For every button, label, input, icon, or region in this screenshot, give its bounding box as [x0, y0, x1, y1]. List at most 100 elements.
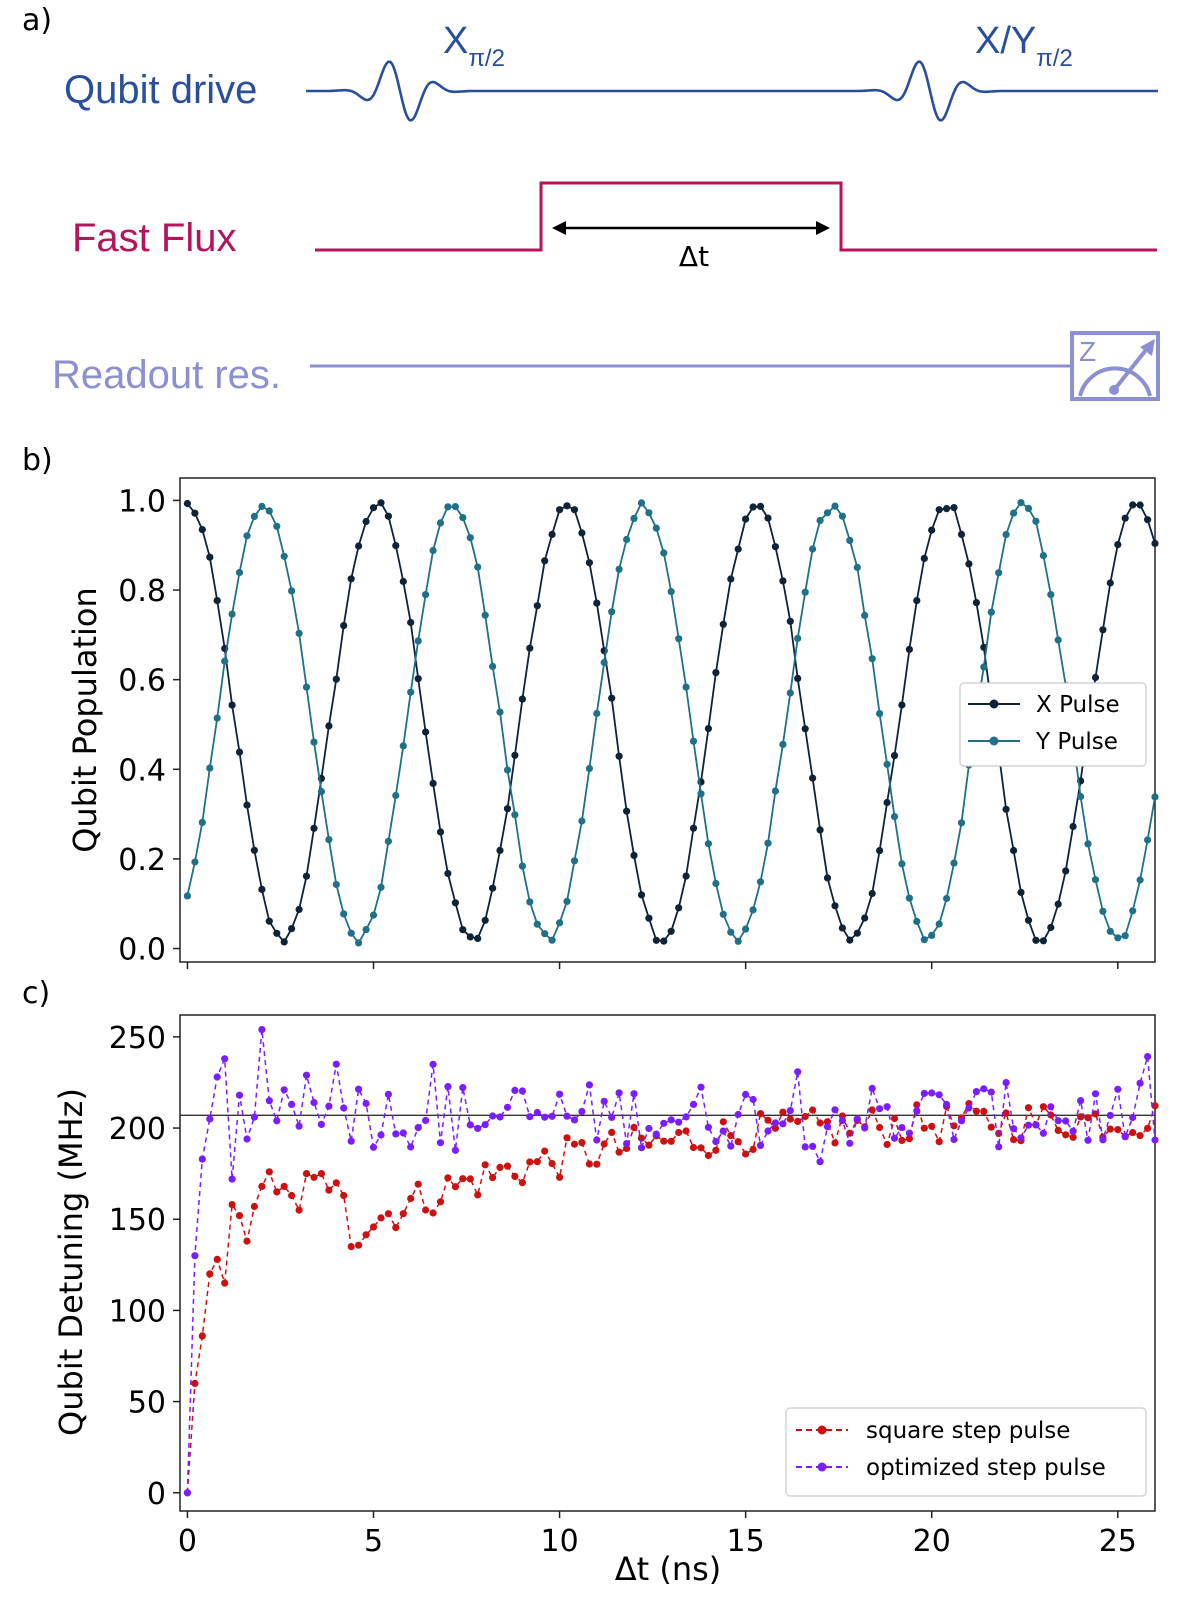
data-point: [876, 1123, 884, 1132]
data-point: [868, 1106, 876, 1114]
data-point: [556, 1173, 564, 1181]
data-point: [235, 1091, 244, 1099]
data-point: [809, 1106, 817, 1114]
data-point: [608, 1128, 616, 1136]
data-point: [637, 499, 646, 507]
data-point: [548, 1112, 556, 1120]
data-point: [451, 899, 459, 907]
data-point: [749, 503, 757, 511]
data-point: [288, 1100, 296, 1108]
data-point: [436, 1198, 445, 1206]
data-point: [250, 512, 258, 521]
data-point: [317, 1120, 325, 1128]
data-point: [474, 1124, 482, 1132]
data-point: [1121, 1133, 1129, 1141]
data-point: [1002, 531, 1010, 539]
data-point: [325, 722, 333, 730]
data-point: [1091, 1090, 1100, 1098]
data-point: [794, 634, 802, 643]
data-point: [1129, 1113, 1137, 1122]
data-point: [615, 752, 623, 760]
plot-c-y-tick-label: 100: [109, 1294, 166, 1329]
data-point: [890, 1114, 899, 1123]
data-point: [890, 813, 899, 821]
data-point: [384, 1210, 392, 1218]
data-point: [384, 512, 392, 520]
data-point: [675, 1128, 683, 1137]
data-point: [302, 1071, 311, 1079]
data-point: [667, 1137, 675, 1145]
data-point: [228, 701, 236, 709]
data-point: [221, 1055, 229, 1063]
data-point: [436, 1139, 445, 1147]
data-point: [1136, 876, 1144, 884]
data-point: [392, 1224, 400, 1232]
data-point: [235, 1212, 244, 1220]
data-point: [585, 1081, 594, 1089]
data-point: [362, 517, 370, 526]
data-point: [548, 936, 556, 944]
data-point: [623, 535, 631, 544]
data-point: [972, 1088, 981, 1096]
data-point: [675, 635, 683, 643]
data-point: [786, 1107, 794, 1115]
data-point: [533, 920, 541, 928]
plot-c-x-tick-label: 5: [364, 1524, 383, 1559]
data-point: [593, 1160, 601, 1168]
data-point: [273, 522, 281, 530]
data-point: [191, 858, 199, 866]
data-point: [578, 1139, 586, 1147]
data-point: [756, 502, 765, 510]
panel-c-label: c): [22, 976, 50, 1011]
data-point: [734, 545, 742, 553]
data-point: [1106, 1111, 1114, 1119]
data-point: [831, 902, 839, 910]
data-point: [496, 1113, 504, 1121]
data-point: [429, 1060, 437, 1068]
data-point: [317, 788, 325, 796]
data-point: [295, 1122, 303, 1130]
plot-b-x-ticks: [186, 962, 1119, 969]
data-point: [451, 1183, 459, 1191]
data-point: [861, 1124, 869, 1132]
data-point: [749, 1145, 757, 1153]
data-point: [898, 860, 906, 868]
data-point: [935, 920, 943, 928]
data-point: [742, 515, 750, 523]
pulse2-label: X/Yπ/2: [975, 20, 1073, 72]
data-point: [310, 1173, 318, 1181]
data-point: [779, 577, 787, 585]
plot-c-frame: [179, 1014, 1156, 1512]
data-point: [838, 924, 847, 932]
data-point: [928, 931, 936, 940]
data-point: [191, 1379, 199, 1387]
data-point: [593, 599, 601, 607]
data-point: [206, 764, 214, 772]
data-point: [369, 1223, 378, 1231]
data-point: [943, 505, 951, 513]
data-point: [749, 1095, 757, 1104]
legend-optimized-label: optimized step pulse: [866, 1455, 1106, 1481]
data-point: [868, 655, 876, 663]
data-point: [1084, 1114, 1092, 1122]
data-point: [511, 751, 519, 759]
data-point: [288, 1191, 296, 1200]
data-point: [541, 1147, 549, 1155]
data-point: [407, 688, 415, 696]
data-point: [250, 846, 258, 854]
data-point: [362, 1231, 370, 1239]
data-point: [1024, 1121, 1033, 1129]
data-point: [280, 938, 288, 946]
data-point: [1002, 1109, 1010, 1117]
data-point: [302, 1170, 311, 1178]
data-point: [340, 910, 348, 918]
data-point: [950, 1135, 958, 1143]
data-point: [377, 499, 385, 507]
data-point: [295, 1206, 303, 1214]
data-point: [355, 1085, 363, 1093]
data-point: [816, 1119, 824, 1127]
data-point: [980, 663, 988, 671]
data-point: [801, 1112, 809, 1121]
data-point: [1129, 501, 1137, 509]
data-point: [407, 618, 415, 627]
